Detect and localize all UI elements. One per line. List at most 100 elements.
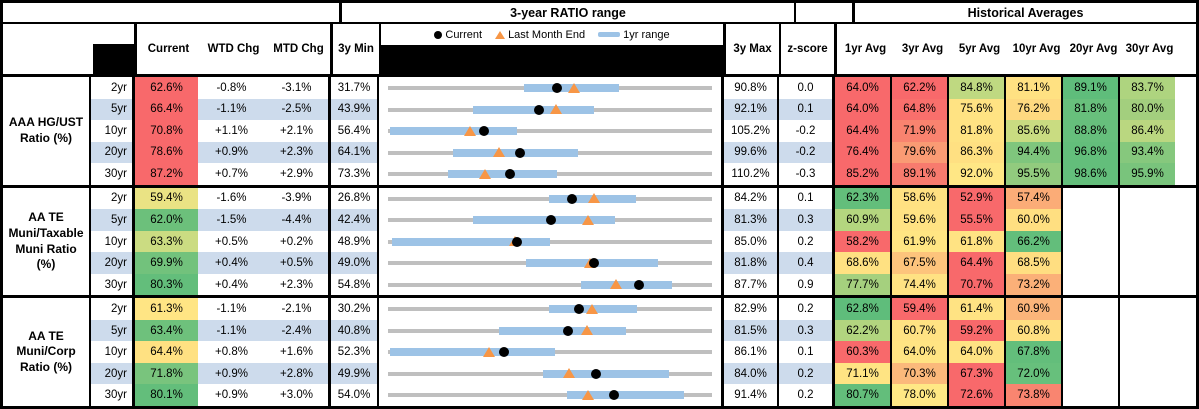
three-yr-max-column-header: 3y Max xyxy=(726,24,781,74)
hist-avg-cell: 78.0% xyxy=(892,384,949,406)
three-yr-max-cell: 81.5% xyxy=(724,319,779,342)
wtd-chg-column-header: WTD Chg xyxy=(207,43,260,55)
three-yr-min-cell: 42.4% xyxy=(331,209,379,231)
current-marker xyxy=(515,147,526,158)
hist-avg-cell: 58.6% xyxy=(892,187,949,210)
three-yr-min-cell: 73.3% xyxy=(331,163,379,185)
wtd-chg-cell: +0.5% xyxy=(215,235,248,248)
current-marker xyxy=(546,215,557,226)
last-month-end-marker xyxy=(568,82,581,93)
hist-avg-cell xyxy=(1063,384,1120,406)
mtd-chg-cell: +0.5% xyxy=(265,252,331,274)
hist-avg-cell: 79.6% xyxy=(892,141,949,164)
table-row: 20yr 69.9% +0.4% +0.5% 49.0% 81.8% 0.4 68.6% 67.… xyxy=(91,252,1196,274)
one-year-range-bar xyxy=(567,391,685,400)
current-value-cell: 62.0% xyxy=(135,209,198,231)
three-yr-min-cell: 49.0% xyxy=(331,252,379,274)
three-yr-min-cell: 30.2% xyxy=(331,298,379,320)
hist-avg-cell: 76.4% xyxy=(835,141,892,164)
hist-avg-cell: 72.0% xyxy=(1006,362,1063,385)
group-label: AAA HG/UST Ratio (%) xyxy=(3,77,91,185)
hist-avg-cell: 66.2% xyxy=(1006,230,1063,253)
one-year-range-bar xyxy=(499,326,626,335)
range-chart-cell xyxy=(379,77,724,99)
hist-avg-cell xyxy=(1063,209,1120,231)
last-month-end-marker xyxy=(586,303,599,314)
current-marker xyxy=(512,236,523,247)
range-scale xyxy=(388,142,712,164)
hist-avg-cell: 61.4% xyxy=(949,298,1006,320)
three-yr-min-cell: 56.4% xyxy=(331,120,379,142)
mtd-chg-cell: -2.1% xyxy=(265,298,331,320)
hist-avg-cell: 98.6% xyxy=(1063,163,1120,185)
tenor-cell: 30yr xyxy=(91,273,135,296)
hist-avg-cell xyxy=(1063,252,1120,274)
group-label: AA TE Muni/Corp Ratio (%) xyxy=(3,298,91,406)
hist-avg-cell: 88.8% xyxy=(1063,120,1120,142)
hist-avg-cell xyxy=(1063,362,1120,385)
wtd-chg-cell: +0.9% xyxy=(198,141,265,164)
wtd-chg-cell: -1.1% xyxy=(198,319,265,342)
range-scale xyxy=(388,188,712,210)
tenor-cell: 10yr xyxy=(91,341,135,363)
legend-item-last-month-end: Last Month End xyxy=(495,29,585,41)
range-scale xyxy=(388,77,712,99)
hist-avg-cell: 89.1% xyxy=(1063,77,1120,99)
mtd-chg-cell: +1.6% xyxy=(265,341,331,363)
hist-avg-cell xyxy=(1063,319,1120,342)
range-track xyxy=(388,282,712,287)
hist-avg-cell xyxy=(1120,363,1175,385)
one-year-range-bar xyxy=(472,216,615,225)
table-row: 30yr 87.2% +0.7% +2.9% 73.3% 110.2% -0.3 85.2% 8… xyxy=(91,163,1196,185)
hist-avg-cell: 95.5% xyxy=(1006,163,1063,185)
chart-legend: Current Last Month End 1yr range xyxy=(381,24,723,45)
column-header-row: Current WTD Chg MTD Chg 3y Min Current L… xyxy=(3,24,1196,77)
range-scale xyxy=(388,99,712,121)
three-yr-max-cell: 81.3% xyxy=(724,209,779,231)
z-score-cell: 0.0 xyxy=(779,77,835,99)
tenor-cell: 2yr xyxy=(91,298,135,320)
three-yr-min-cell: 54.8% xyxy=(331,273,379,296)
legend-1yr-range-label: 1yr range xyxy=(623,28,670,41)
current-value-cell: 70.8% xyxy=(135,120,198,142)
legend-item-current: Current xyxy=(434,29,482,41)
one-year-range-bar xyxy=(581,280,672,289)
table-row: 2yr 61.3% -1.1% -2.1% 30.2% 82.9% 0.2 62.8% 59.4… xyxy=(91,298,1196,320)
current-marker xyxy=(589,258,600,269)
hist-avg-cell: 81.1% xyxy=(1006,77,1063,99)
range-scale xyxy=(388,274,712,296)
table-row: 10yr 63.3% +0.5% +0.2% 48.9% 85.0% 0.2 58.2% 61.… xyxy=(91,230,1196,253)
hist-avg-cell: 57.4% xyxy=(1006,187,1063,210)
chart-header-cell: Current Last Month End 1yr range xyxy=(381,24,726,74)
hist-avg-cell xyxy=(1120,384,1175,406)
tenor-header-black-block xyxy=(93,44,134,74)
z-score-cell: 0.9 xyxy=(779,273,835,296)
last-month-end-marker xyxy=(563,368,576,379)
last-month-end-marker xyxy=(478,168,491,179)
avg-1yr-column-header: 1yr Avg xyxy=(844,43,887,55)
table-row: 30yr 80.3% +0.4% +2.3% 54.8% 87.7% 0.9 77.7% 74.… xyxy=(91,273,1196,296)
current-column-header: Current xyxy=(147,43,190,55)
three-yr-min-cell: 49.9% xyxy=(331,362,379,385)
table-row: 10yr 64.4% +0.8% +1.6% 52.3% 86.1% 0.1 60.3% 64.… xyxy=(91,341,1196,363)
avg-3yr-column-header: 3yr Avg xyxy=(901,43,944,55)
hist-avg-cell: 60.3% xyxy=(835,341,892,363)
hist-avg-cell: 64.0% xyxy=(949,341,1006,363)
three-yr-max-cell: 99.6% xyxy=(724,141,779,164)
mtd-chg-cell: -2.5% xyxy=(265,98,331,121)
range-chart-cell xyxy=(379,273,724,296)
mtd-chg-column-header: MTD Chg xyxy=(267,24,333,74)
ratio-group: AAA HG/UST Ratio (%) 2yr 62.6% -0.8% -3.1% 31… xyxy=(3,77,1196,185)
tenor-cell: 30yr xyxy=(91,384,135,406)
hist-avg-cell xyxy=(1063,273,1120,296)
current-value-cell: 61.3% xyxy=(135,298,198,320)
range-chart-cell xyxy=(379,120,724,142)
z-score-cell: 0.2 xyxy=(779,230,835,253)
current-marker xyxy=(574,304,585,315)
hist-avg-cell: 62.2% xyxy=(892,77,949,99)
wtd-chg-cell: -1.1% xyxy=(198,98,265,121)
three-yr-max-cell: 85.0% xyxy=(724,230,779,253)
hist-avg-cell: 67.5% xyxy=(892,252,949,274)
hist-avg-cell: 59.2% xyxy=(949,319,1006,342)
three-yr-max-cell: 91.4% xyxy=(724,384,779,406)
